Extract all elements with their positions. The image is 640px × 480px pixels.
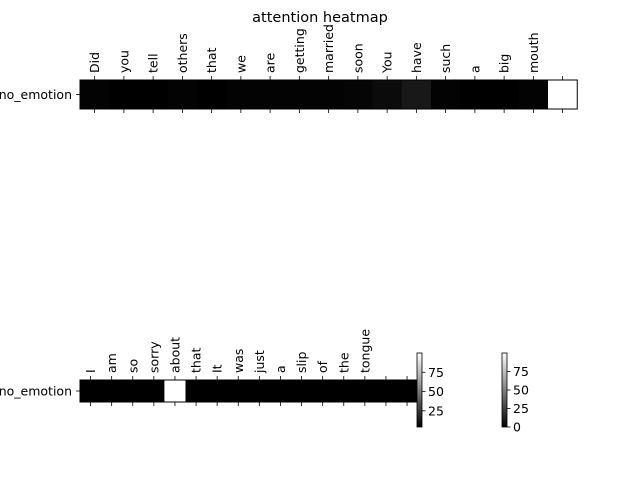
x-tick-label: Did <box>87 52 102 73</box>
colorbar-bar <box>501 352 508 428</box>
heatmap-panels: Did you tell others that we are getting married s… <box>0 24 578 406</box>
heatmap-cell <box>375 380 397 402</box>
x-tick-label: slip <box>294 352 309 373</box>
heatmap-cell <box>343 80 373 109</box>
heatmap-panel-1: Did you tell others that we are getting married s… <box>0 24 578 113</box>
x-tick-label: You <box>380 51 395 74</box>
x-tick-label: sorry <box>146 341 161 373</box>
heatmap-cell <box>548 80 578 109</box>
x-tick-label: It <box>210 364 225 373</box>
x-tick-label: am <box>104 353 119 373</box>
heatmap-cell <box>489 80 520 109</box>
x-tick-label: of <box>315 360 330 373</box>
heatmap-cell <box>372 80 403 109</box>
colorbar-tick-label: 25 <box>513 401 529 416</box>
colorbar-tick-label: 0 <box>513 420 521 435</box>
x-tick-label: the <box>336 352 351 373</box>
colorbar-1: 25 50 75 <box>416 352 444 428</box>
heatmap-cell <box>226 80 256 109</box>
heatmap-cell <box>227 380 250 402</box>
heatmap-cell <box>396 380 418 402</box>
chart-title: attention heatmap <box>252 10 388 26</box>
x-tick-label: I <box>83 369 98 373</box>
heatmap-cell <box>284 80 315 109</box>
colorbar-bar <box>416 352 423 428</box>
heatmap-cell <box>109 80 139 109</box>
x-tick-label: tell <box>146 53 161 73</box>
y-tick-label: no_emotion <box>0 87 72 102</box>
x-tick-label: a <box>467 65 482 73</box>
x-tick-label: that <box>204 48 219 73</box>
x-tick-label: have <box>409 42 424 73</box>
colorbar-2: 0 25 50 75 <box>501 352 529 435</box>
heatmap-cell <box>185 380 207 402</box>
heatmap-cell <box>333 380 355 402</box>
heatmap-cell <box>122 380 144 402</box>
heatmap-cell <box>291 380 313 402</box>
heatmap-cell <box>101 380 123 402</box>
x-tick-label: you <box>116 50 131 73</box>
colorbar-tick-label: 50 <box>513 383 529 398</box>
heatmap-cell <box>314 80 344 109</box>
heatmap-cell <box>80 80 110 109</box>
x-tick-label: mouth <box>526 32 541 73</box>
colorbar-tick-label: 75 <box>513 364 529 379</box>
x-tick-label: was <box>231 349 246 373</box>
x-tick-label: about <box>167 337 182 373</box>
x-tick-label: a <box>273 365 288 373</box>
x-tick-label: big <box>497 54 512 73</box>
heatmap-cell <box>431 80 461 109</box>
heatmap-cell <box>80 380 102 402</box>
colorbar-tick-label: 50 <box>428 384 444 399</box>
x-tick-label: just <box>252 350 267 374</box>
heatmap-cell <box>460 80 490 109</box>
heatmap-cell <box>518 80 549 109</box>
heatmap-cell <box>197 80 227 109</box>
x-tick-label: such <box>438 44 453 73</box>
y-tick-label: no_emotion <box>0 384 72 399</box>
heatmap-cell <box>269 380 292 402</box>
x-tick-label: so <box>125 359 140 373</box>
heatmap-cell <box>312 380 334 402</box>
x-tick-label: married <box>321 24 336 73</box>
heatmap-cell <box>255 80 286 109</box>
heatmap-cell <box>164 380 186 402</box>
x-tick-label: others <box>175 33 190 73</box>
x-tick-label: getting <box>292 28 307 73</box>
heatmap-cell <box>167 80 198 109</box>
x-tick-label: soon <box>350 43 365 73</box>
colorbar-tick-label: 25 <box>428 403 444 418</box>
x-tick-label: that <box>189 348 204 373</box>
heatmap-cell <box>401 80 432 109</box>
heatmap-cell <box>206 380 229 402</box>
heatmap-cell <box>143 380 165 402</box>
x-tick-label: we <box>233 55 248 73</box>
heatmap-cell <box>138 80 169 109</box>
colorbars: 25 50 75 0 25 50 75 <box>416 352 529 435</box>
colorbar-tick-label: 75 <box>428 365 444 380</box>
x-tick-label: are <box>263 52 278 73</box>
x-tick-label: tongue <box>357 329 372 373</box>
heatmap-cell <box>354 380 376 402</box>
heatmap-cell <box>248 380 271 402</box>
